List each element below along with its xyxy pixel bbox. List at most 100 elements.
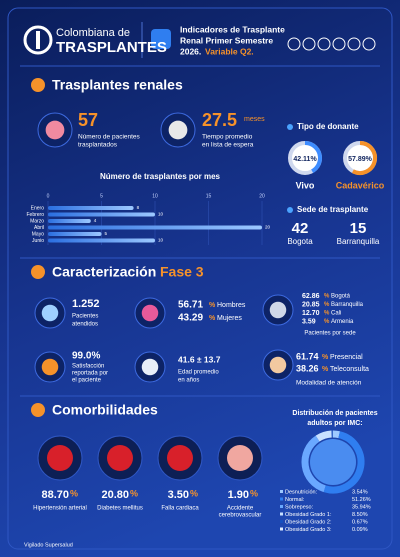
bar: [48, 206, 134, 210]
social-icon[interactable]: [362, 37, 376, 51]
stat-label: Teleconsulta: [330, 366, 369, 373]
social-icon[interactable]: [302, 37, 316, 51]
stat-value: 3.59: [302, 318, 316, 325]
stat-unit: %: [324, 311, 330, 317]
social-icon[interactable]: [317, 37, 331, 51]
bar-value: 4: [94, 218, 97, 223]
x-tick-label: 15: [206, 193, 212, 199]
stat-label: atendidos: [72, 322, 98, 328]
icon: [45, 120, 65, 140]
y-tick-label: Marzo: [30, 218, 44, 224]
caption: Pacientes por sede: [304, 331, 356, 337]
legend-swatch: [280, 520, 283, 523]
stat-value: 12.70: [302, 310, 320, 317]
stat-value: 20.85: [302, 301, 320, 308]
section-icon: [31, 265, 45, 279]
frame: [7, 7, 393, 550]
site-value: 15: [350, 220, 367, 237]
header-title: 2026.: [180, 46, 201, 56]
icon: [107, 445, 133, 471]
legend-swatch: [280, 512, 283, 516]
stat-value: 62.86: [302, 293, 320, 300]
stat-value: 57: [78, 110, 98, 130]
y-tick-label: Enero: [31, 205, 45, 211]
icon: [167, 445, 193, 471]
site-label: Barranquilla: [337, 237, 380, 246]
section-title: Trasplantes renales: [52, 77, 183, 93]
legend-value: 0.09%: [352, 527, 368, 533]
subtitle: Tipo de donante: [297, 122, 359, 131]
section-title: Fase 3: [160, 264, 204, 280]
stat-label: Satisfacción: [72, 364, 104, 370]
x-tick-label: 10: [152, 193, 158, 199]
donut-segment: [332, 430, 340, 439]
legend-value: 3.54%: [352, 489, 368, 495]
icon: [227, 445, 253, 471]
site-value: 42: [292, 220, 309, 237]
stat-unit: %: [70, 488, 78, 498]
stat-unit: %: [324, 319, 330, 325]
legend-swatch: [280, 527, 283, 531]
section-icon: [31, 403, 45, 417]
stat-label: Barranquilla: [331, 302, 364, 308]
stat-value: 88.70: [41, 489, 69, 501]
stat-unit: %: [209, 302, 216, 309]
logo-text: TRASPLANTES: [56, 39, 167, 56]
stat-unit: %: [324, 302, 330, 308]
stat-value: 38.26: [296, 363, 319, 373]
legend-swatch: [280, 497, 283, 501]
ring-value: 57.89%: [348, 156, 373, 163]
social-icons: [287, 37, 376, 51]
ring-value: 42.11%: [293, 156, 317, 163]
x-tick-label: 5: [100, 193, 103, 199]
stat-label: Edad promedio: [178, 370, 219, 376]
section-icon: [287, 207, 293, 213]
stat-label: Falla cardiaca: [161, 506, 199, 512]
stat-value: 20.80: [101, 489, 129, 501]
stat-label: Cali: [331, 311, 341, 317]
icon: [41, 304, 59, 322]
stat-label: Armenia: [331, 319, 354, 325]
legend-label: Obesidad Grado 1:: [285, 512, 332, 518]
ring-label: Vivo: [296, 180, 315, 190]
stat-value: 41.6 ± 13.7: [178, 354, 221, 364]
ring-arc: [351, 141, 377, 175]
stat-label: Bogotá: [331, 294, 351, 300]
chart-title: adultos por IMC:: [307, 420, 362, 427]
bar-value: 20: [265, 225, 271, 230]
bar: [48, 212, 155, 217]
bar: [48, 238, 155, 243]
chart-title: Distribución de pacientes: [292, 410, 377, 417]
donut-segment: [315, 430, 333, 442]
stat-label: en lista de espera: [202, 142, 254, 149]
chart-title: Número de trasplantes por mes: [100, 172, 221, 181]
stat-unit: %: [190, 488, 198, 498]
social-icon[interactable]: [347, 37, 361, 51]
stat-value: 3.50: [168, 489, 189, 501]
y-tick-label: Junio: [32, 238, 44, 244]
footer: Vigilado Supersalud: [24, 542, 73, 548]
legend-value: 0.67%: [352, 519, 368, 525]
icon: [141, 358, 159, 376]
bar: [48, 232, 102, 236]
x-tick-label: 0: [47, 193, 50, 199]
social-icon[interactable]: [287, 37, 301, 51]
report-icon: [151, 29, 171, 49]
stat-label: el paciente: [72, 378, 102, 384]
y-tick-label: Febrero: [26, 212, 44, 218]
stat-label: Presencial: [330, 354, 363, 361]
stat-value: 61.74: [296, 351, 319, 361]
bar-value: 10: [158, 212, 164, 217]
ring-arc: [304, 141, 322, 173]
ring-label: Cadavérico: [336, 180, 385, 190]
bar: [48, 225, 262, 230]
social-icon[interactable]: [332, 37, 346, 51]
icon: [141, 304, 159, 322]
section-title: Comorbilidades: [52, 402, 158, 418]
legend-value: 35.94%: [352, 504, 371, 510]
section-icon: [287, 124, 293, 130]
stat-value: 56.71: [178, 300, 203, 311]
x-tick-label: 20: [259, 193, 265, 199]
